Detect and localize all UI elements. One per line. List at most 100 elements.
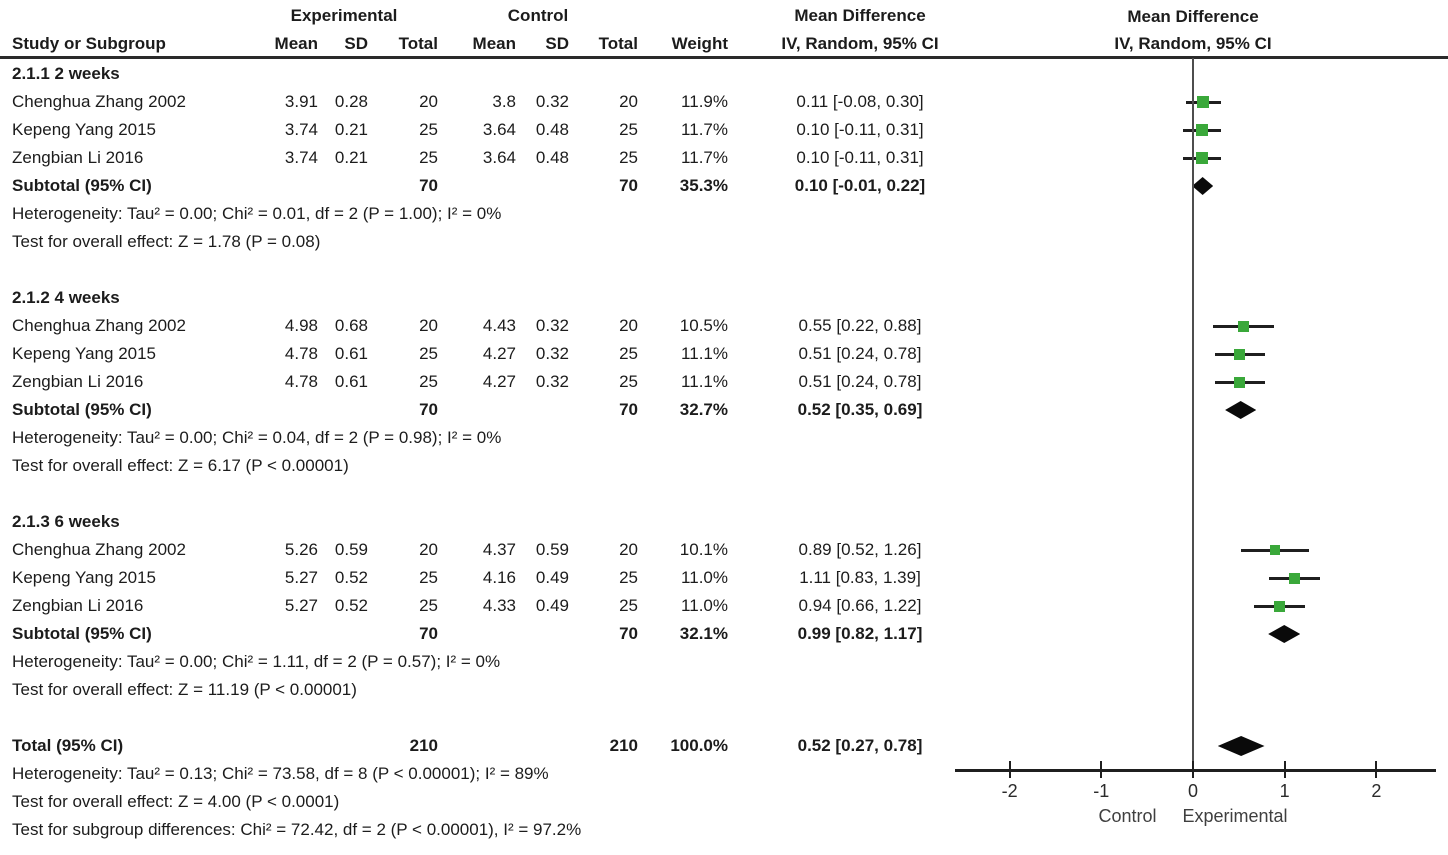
plot-title: Mean Difference	[1127, 7, 1259, 26]
study-col-header: Study or Subgroup	[12, 34, 166, 53]
ctl-total: 70	[619, 400, 638, 419]
exp-mean	[250, 396, 318, 424]
ci-text: 0.10 [-0.11, 0.31]	[796, 148, 924, 167]
study-name: Kepeng Yang 2015	[12, 568, 157, 587]
ci-text: 0.51 [0.24, 0.78]	[798, 344, 922, 363]
subtotal-row: Subtotal (95% CI) 70 70 32.7% 0.52 [0.35, 0.…	[0, 396, 1448, 424]
study-row: Kepeng Yang 2015 3.74 0.21 25 3.64 0.48 25 11.7…	[0, 116, 1448, 144]
ctl-mean	[438, 172, 516, 200]
exp-mean: 5.27	[284, 568, 318, 587]
subgroup-title: 2.1.2 4 weeks	[12, 288, 120, 307]
weight-value: 11.0%	[681, 596, 728, 615]
ctl-sd: 0.32	[535, 92, 569, 111]
study-name: Zengbian Li 2016	[12, 596, 144, 615]
exp-total: 70	[419, 176, 438, 195]
table-header-groups: Experimental Control Mean Difference	[0, 2, 992, 30]
weight-value: 35.3%	[679, 176, 728, 195]
ci-text: 0.89 [0.52, 1.26]	[798, 540, 922, 559]
total-heterogeneity-note: Heterogeneity: Tau² = 0.13; Chi² = 73.58…	[12, 764, 549, 783]
exp-total: 25	[419, 120, 438, 139]
exp-total: 210	[409, 736, 438, 755]
ctl-total: 25	[619, 568, 638, 587]
weight-value: 100.0%	[670, 736, 728, 755]
exp-sd: 0.52	[334, 568, 368, 587]
ctl-sd: 0.59	[535, 540, 569, 559]
study-name: Chenghua Zhang 2002	[12, 92, 186, 111]
study-name: Subtotal (95% CI)	[12, 176, 152, 195]
ctl-mean	[438, 396, 516, 424]
ctl-mean: 4.16	[482, 568, 516, 587]
exp-total: 70	[419, 400, 438, 419]
ctl-sd: 0.32	[535, 344, 569, 363]
header-rule	[0, 56, 1448, 59]
ctl-sd	[516, 620, 569, 648]
spacer-row	[0, 704, 1448, 732]
ctl-total: 70	[619, 624, 638, 643]
study-name: Zengbian Li 2016	[12, 372, 144, 391]
mean-difference-col-header: Mean Difference	[794, 6, 926, 25]
exp-mean: 5.26	[284, 540, 318, 559]
exp-sd: 0.61	[334, 344, 368, 363]
heterogeneity-note: Heterogeneity: Tau² = 0.00; Chi² = 1.11,…	[12, 652, 501, 671]
exp-mean-header: Mean	[274, 34, 318, 53]
exp-mean: 4.78	[284, 372, 318, 391]
subgroup-differences-note: Test for subgroup differences: Chi² = 72…	[12, 820, 582, 839]
exp-total-header: Total	[398, 34, 438, 53]
ci-text: 0.52 [0.27, 0.78]	[797, 736, 923, 755]
exp-mean: 4.78	[284, 344, 318, 363]
exp-sd: 0.21	[334, 120, 368, 139]
subgroup-title: 2.1.1 2 weeks	[12, 64, 120, 83]
ctl-mean: 4.27	[482, 372, 516, 391]
study-name: Zengbian Li 2016	[12, 148, 144, 167]
exp-total: 25	[419, 148, 438, 167]
study-row: Chenghua Zhang 2002 5.26 0.59 20 4.37 0.59 20 1…	[0, 536, 1448, 564]
study-name: Subtotal (95% CI)	[12, 624, 152, 643]
study-row: Chenghua Zhang 2002 4.98 0.68 20 4.43 0.32 20 1…	[0, 312, 1448, 340]
ci-method-col-header: IV, Random, 95% CI	[781, 34, 939, 53]
subtotal-row: Subtotal (95% CI) 70 70 32.1% 0.99 [0.82, 1.…	[0, 620, 1448, 648]
exp-sd: 0.61	[334, 372, 368, 391]
study-name: Chenghua Zhang 2002	[12, 540, 186, 559]
exp-sd: 0.52	[334, 596, 368, 615]
study-name: Total (95% CI)	[12, 736, 124, 755]
subgroup-title: 2.1.3 6 weeks	[12, 512, 120, 531]
ctl-mean: 4.43	[482, 316, 516, 335]
weight-value: 11.1%	[681, 344, 728, 363]
exp-sd	[318, 620, 368, 648]
ctl-sd: 0.49	[535, 568, 569, 587]
weight-value: 32.7%	[679, 400, 728, 419]
study-row: Kepeng Yang 2015 5.27 0.52 25 4.16 0.49 25 11.0…	[0, 564, 1448, 592]
ci-text: 0.11 [-0.08, 0.30]	[796, 92, 924, 111]
ctl-sd-header: SD	[545, 34, 569, 53]
heterogeneity-note: Heterogeneity: Tau² = 0.00; Chi² = 0.01,…	[12, 204, 502, 223]
ctl-sd: 0.32	[535, 316, 569, 335]
ctl-mean	[438, 732, 516, 760]
ctl-sd	[516, 732, 569, 760]
ctl-total: 70	[619, 176, 638, 195]
exp-mean	[250, 732, 318, 760]
ctl-mean	[438, 620, 516, 648]
subtotal-row: Subtotal (95% CI) 70 70 35.3% 0.10 [-0.01, 0…	[0, 172, 1448, 200]
ci-text: 0.51 [0.24, 0.78]	[798, 372, 922, 391]
spacer-row	[0, 480, 1448, 508]
study-name: Subtotal (95% CI)	[12, 400, 152, 419]
ctl-sd: 0.49	[535, 596, 569, 615]
exp-total: 25	[419, 344, 438, 363]
exp-mean: 3.74	[284, 148, 318, 167]
ci-text: 0.99 [0.82, 1.17]	[797, 624, 923, 643]
ci-text: 0.10 [-0.11, 0.31]	[796, 120, 924, 139]
exp-sd-header: SD	[344, 34, 368, 53]
total-overall-effect-note: Test for overall effect: Z = 4.00 (P < 0…	[12, 792, 340, 811]
study-row: Chenghua Zhang 2002 3.91 0.28 20 3.8 0.32 20 11…	[0, 88, 1448, 116]
exp-mean: 5.27	[284, 596, 318, 615]
study-row: Zengbian Li 2016 3.74 0.21 25 3.64 0.48 25 11.7…	[0, 144, 1448, 172]
ci-text: 0.55 [0.22, 0.88]	[798, 316, 922, 335]
exp-sd: 0.21	[334, 148, 368, 167]
weight-value: 32.1%	[679, 624, 728, 643]
study-row: Zengbian Li 2016 5.27 0.52 25 4.33 0.49 25 11.0…	[0, 592, 1448, 620]
weight-value: 10.5%	[679, 316, 728, 335]
ci-text: 0.94 [0.66, 1.22]	[798, 596, 922, 615]
ctl-mean: 4.33	[482, 596, 516, 615]
control-group-header: Control	[507, 6, 569, 25]
